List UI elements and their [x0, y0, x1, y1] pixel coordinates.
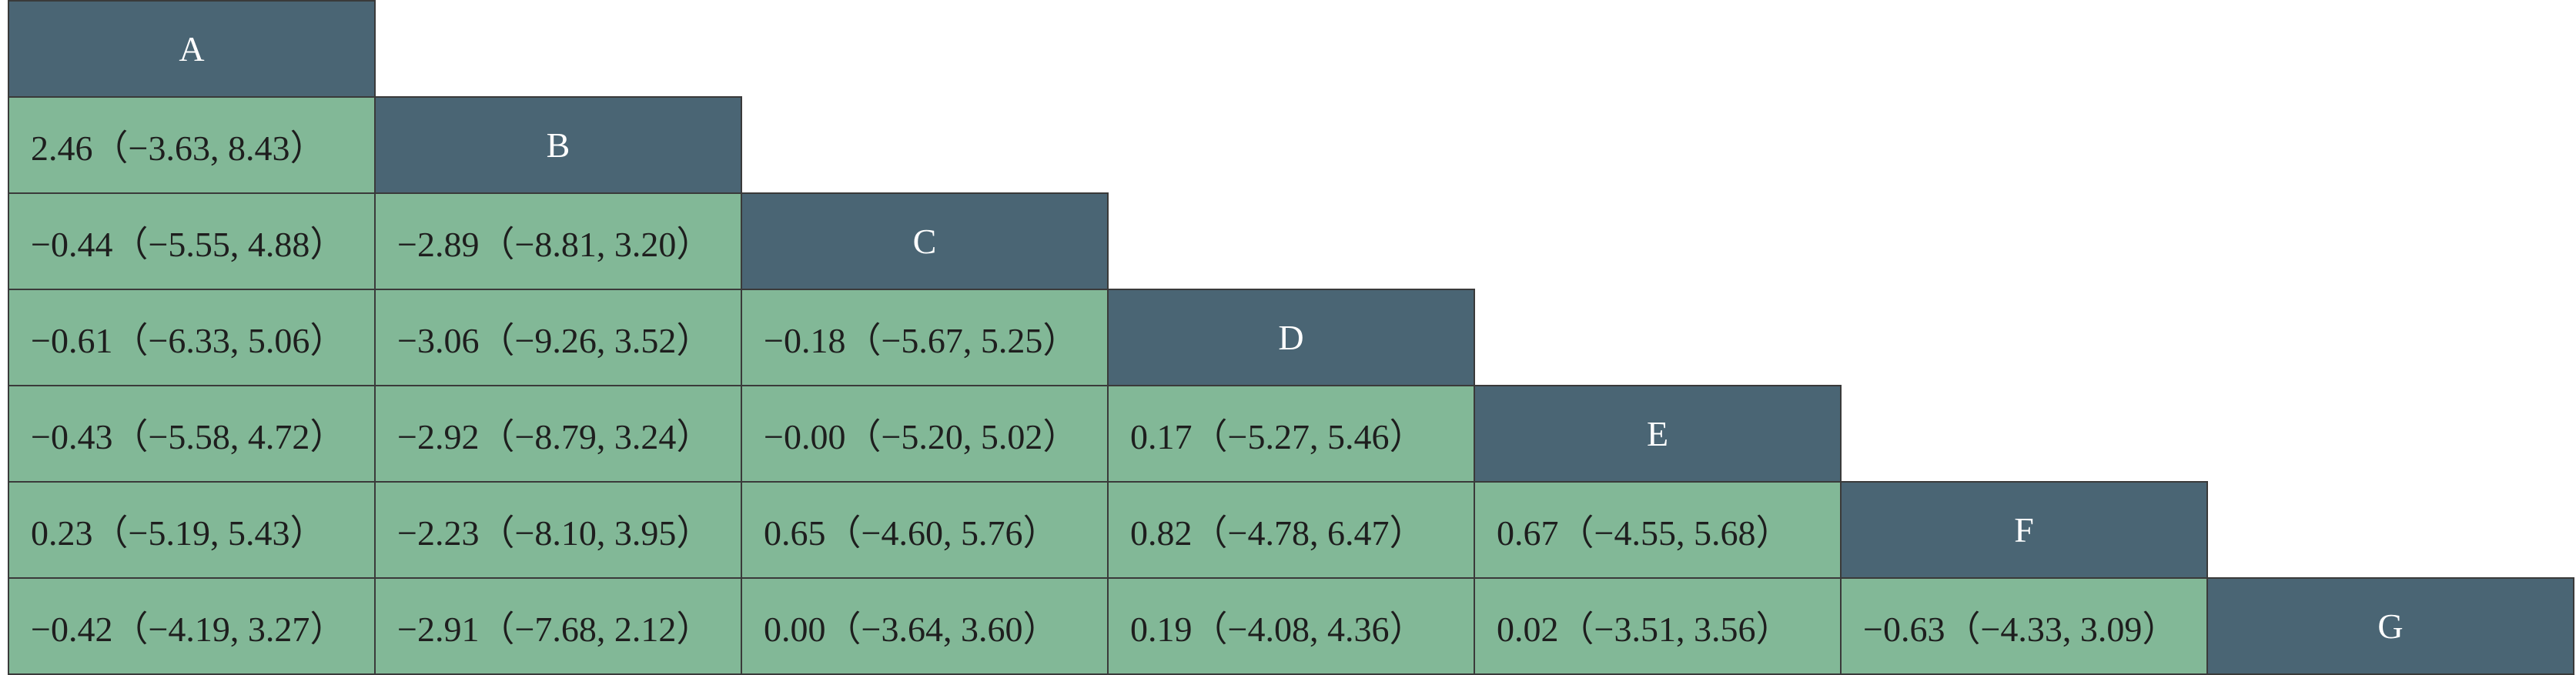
comparison-cell: −0.43（−5.58, 4.72） — [8, 385, 376, 483]
comparison-cell: −2.23（−8.10, 3.95） — [374, 481, 742, 579]
comparison-cell: 0.82（−4.78, 6.47） — [1107, 481, 1475, 579]
comparison-cell: 0.00（−3.64, 3.60） — [741, 577, 1109, 675]
treatment-label-c: C — [741, 192, 1109, 290]
comparison-cell: 2.46（−3.63, 8.43） — [8, 96, 376, 194]
comparison-cell: −3.06（−9.26, 3.52） — [374, 289, 742, 386]
comparison-cell: −0.18（−5.67, 5.25） — [741, 289, 1109, 386]
comparison-cell: −2.91（−7.68, 2.12） — [374, 577, 742, 675]
treatment-label-f: F — [1840, 481, 2208, 579]
comparison-cell: −0.42（−4.19, 3.27） — [8, 577, 376, 675]
comparison-cell: −0.00（−5.20, 5.02） — [741, 385, 1109, 483]
comparison-cell: −2.89（−8.81, 3.20） — [374, 192, 742, 290]
treatment-label-g: G — [2206, 577, 2574, 675]
comparison-cell: 0.19（−4.08, 4.36） — [1107, 577, 1475, 675]
comparison-cell: −2.92（−8.79, 3.24） — [374, 385, 742, 483]
treatment-label-b: B — [374, 96, 742, 194]
comparison-cell: 0.02（−3.51, 3.56） — [1474, 577, 1842, 675]
treatment-label-e: E — [1474, 385, 1842, 483]
comparison-cell: −0.44（−5.55, 4.88） — [8, 192, 376, 290]
treatment-label-d: D — [1107, 289, 1475, 386]
treatment-label-a: A — [8, 0, 376, 98]
comparison-cell: 0.67（−4.55, 5.68） — [1474, 481, 1842, 579]
comparison-cell: −0.63（−4.33, 3.09） — [1840, 577, 2208, 675]
comparison-cell: 0.65（−4.60, 5.76） — [741, 481, 1109, 579]
comparison-cell: 0.17（−5.27, 5.46） — [1107, 385, 1475, 483]
comparison-cell: 0.23（−5.19, 5.43） — [8, 481, 376, 579]
comparison-cell: −0.61（−6.33, 5.06） — [8, 289, 376, 386]
